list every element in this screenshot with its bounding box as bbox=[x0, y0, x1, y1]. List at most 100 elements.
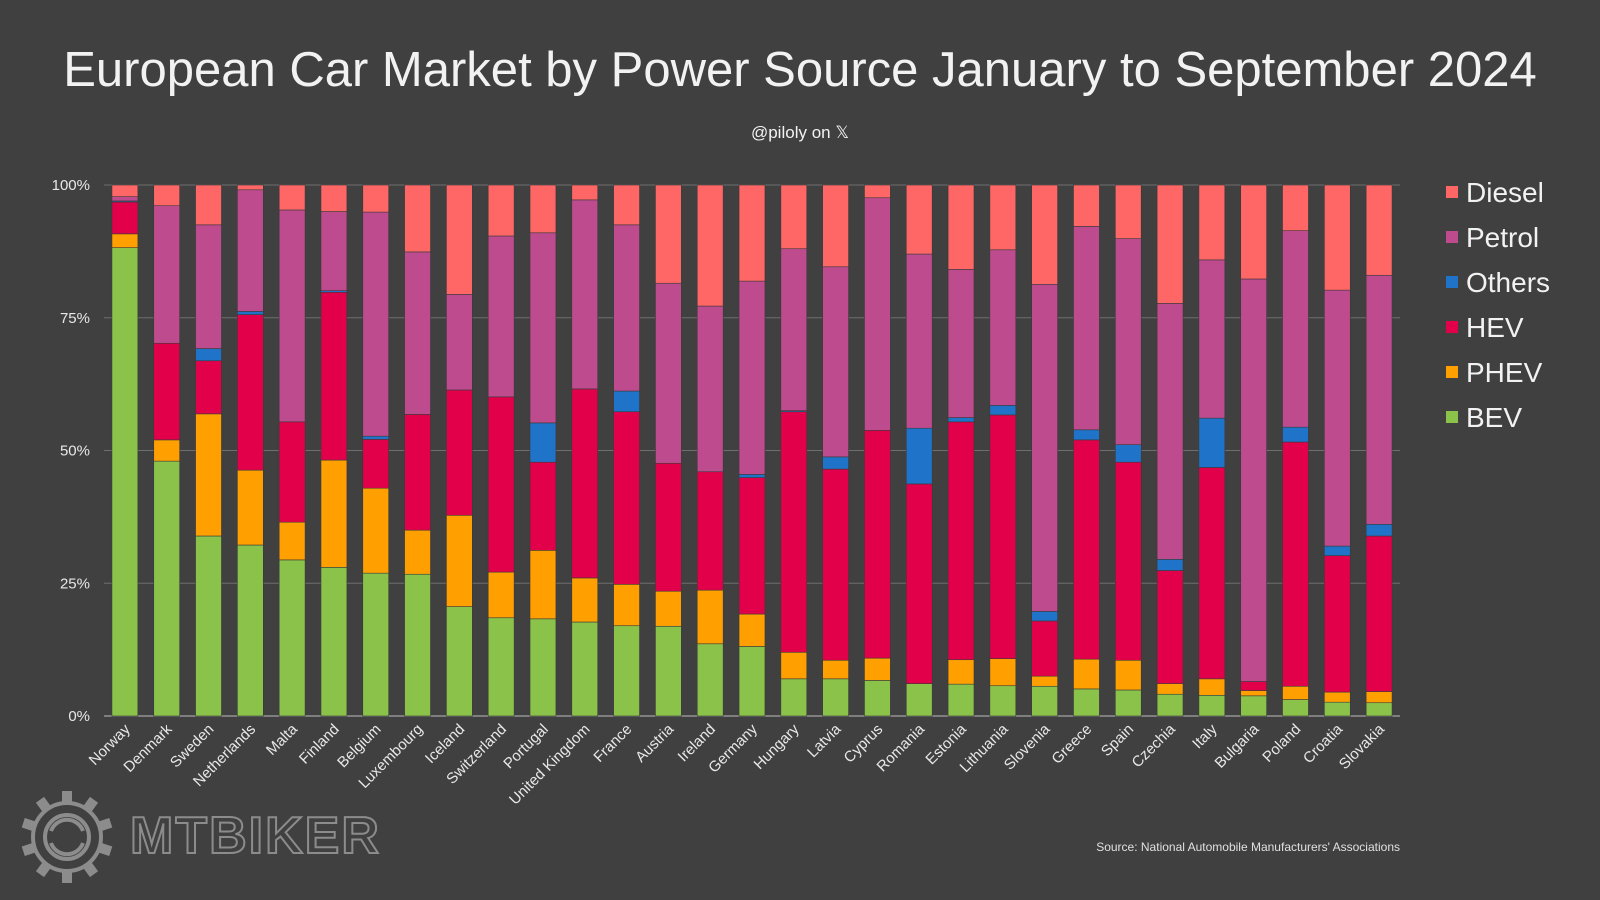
bar-segment-others-estonia bbox=[947, 417, 975, 423]
bar-segment-hev-austria bbox=[655, 462, 682, 592]
bar-segment-bev-united-kingdom bbox=[571, 621, 599, 717]
bar-segment-petrol-france bbox=[613, 224, 640, 392]
bar-segment-others-czechia bbox=[1156, 559, 1184, 571]
bar-segment-diesel-greece bbox=[1073, 184, 1100, 227]
bar-segment-diesel-slovenia bbox=[1031, 184, 1058, 285]
bar-segment-phev-luxembourg bbox=[404, 529, 431, 575]
bar-segment-others-portugal bbox=[529, 422, 557, 463]
legend-swatch-phev bbox=[1446, 366, 1458, 378]
bar-segment-bev-germany bbox=[738, 646, 766, 717]
legend-swatch-bev bbox=[1446, 411, 1458, 423]
bar-segment-bev-cyprus bbox=[864, 680, 891, 717]
bar-segment-hev-bulgaria bbox=[1240, 681, 1267, 691]
bar-segment-others-lithuania bbox=[989, 405, 1017, 416]
x-tick-label: Slovenia bbox=[1001, 720, 1054, 773]
bar-segment-bev-finland bbox=[320, 567, 348, 717]
x-tick-label: Austria bbox=[632, 720, 677, 765]
bar-segment-diesel-iceland bbox=[446, 184, 473, 295]
bar-segment-bev-poland bbox=[1282, 699, 1309, 717]
bar-segment-bev-austria bbox=[655, 625, 682, 717]
bar-segment-hev-norway bbox=[111, 201, 139, 235]
bar-segment-petrol-spain bbox=[1114, 238, 1142, 445]
bar-segment-petrol-malta bbox=[278, 209, 306, 423]
bar-segment-hev-switzerland bbox=[487, 396, 515, 573]
bar-segment-hev-finland bbox=[320, 291, 348, 461]
bar-segment-bev-belgium bbox=[362, 572, 390, 717]
bar-segment-hev-netherlands bbox=[237, 314, 264, 471]
bar-segment-others-netherlands bbox=[237, 311, 264, 315]
bar-segment-others-poland bbox=[1282, 426, 1309, 443]
bar-series bbox=[111, 184, 1393, 717]
bar-segment-diesel-cyprus bbox=[864, 184, 891, 199]
bar-segment-bev-slovakia bbox=[1365, 702, 1393, 717]
bar-segment-phev-norway bbox=[111, 233, 139, 248]
bar-segment-diesel-malta bbox=[278, 184, 306, 211]
legend: Diesel Petrol Others HEV PHEV BEV bbox=[1446, 177, 1550, 433]
bar-segment-diesel-sweden bbox=[195, 184, 222, 226]
bar-segment-diesel-lithuania bbox=[989, 184, 1017, 251]
bar-segment-bev-estonia bbox=[947, 683, 975, 717]
bar-segment-phev-netherlands bbox=[237, 469, 264, 546]
bar-segment-petrol-czechia bbox=[1156, 303, 1184, 560]
bar-segment-phev-sweden bbox=[195, 413, 222, 537]
bar-segment-phev-slovakia bbox=[1365, 691, 1393, 704]
bar-segment-phev-portugal bbox=[529, 550, 557, 620]
bar-segment-others-romania bbox=[905, 427, 933, 485]
bar-segment-diesel-italy bbox=[1198, 184, 1226, 261]
gear-tooth bbox=[82, 861, 99, 878]
legend-label-diesel: Diesel bbox=[1466, 177, 1544, 208]
bar-segment-petrol-belgium bbox=[362, 211, 390, 437]
bar-segment-bev-italy bbox=[1198, 694, 1226, 717]
bar-segment-phev-malta bbox=[278, 521, 306, 561]
bar-segment-phev-denmark bbox=[153, 439, 180, 462]
bar-segment-petrol-austria bbox=[655, 282, 682, 464]
gear-tooth bbox=[21, 818, 37, 832]
legend-label-hev: HEV bbox=[1466, 312, 1524, 343]
bar-segment-phev-finland bbox=[320, 459, 348, 568]
bar-segment-others-germany bbox=[738, 474, 766, 478]
bar-segment-petrol-croatia bbox=[1324, 289, 1351, 547]
x-tick-label: Malta bbox=[263, 720, 301, 758]
legend-label-bev: BEV bbox=[1466, 402, 1522, 433]
bar-segment-diesel-poland bbox=[1282, 184, 1309, 231]
gear-tooth bbox=[62, 871, 72, 883]
legend-label-others: Others bbox=[1466, 267, 1550, 298]
bar-segment-hev-germany bbox=[738, 477, 766, 615]
bar-segment-hev-cyprus bbox=[864, 430, 891, 659]
y-tick-label: 50% bbox=[60, 443, 90, 460]
bar-segment-hev-poland bbox=[1282, 441, 1309, 687]
bar-segment-diesel-luxembourg bbox=[404, 184, 431, 253]
bar-segment-phev-poland bbox=[1282, 685, 1309, 700]
bar-segment-diesel-germany bbox=[738, 184, 766, 282]
bar-segment-bev-iceland bbox=[446, 606, 473, 717]
legend-swatch-diesel bbox=[1446, 186, 1458, 198]
bar-segment-hev-denmark bbox=[153, 342, 180, 441]
bar-segment-diesel-slovakia bbox=[1365, 184, 1393, 276]
bar-segment-others-italy bbox=[1198, 417, 1226, 468]
bar-segment-hev-iceland bbox=[446, 389, 473, 516]
y-tick-label: 25% bbox=[60, 575, 90, 592]
gear-tooth bbox=[62, 791, 72, 803]
bar-segment-petrol-luxembourg bbox=[404, 251, 431, 415]
bar-segment-hev-france bbox=[613, 411, 640, 585]
x-tick-label: Italy bbox=[1189, 720, 1221, 752]
bar-segment-bev-sweden bbox=[195, 535, 222, 717]
bar-segment-phev-lithuania bbox=[989, 658, 1017, 687]
bar-segment-phev-czechia bbox=[1156, 683, 1184, 695]
x-tick-label: Spain bbox=[1098, 721, 1137, 760]
bar-segment-bev-switzerland bbox=[487, 617, 515, 717]
bar-segment-phev-france bbox=[613, 584, 640, 627]
bar-segment-diesel-portugal bbox=[529, 184, 557, 234]
bar-segment-diesel-united-kingdom bbox=[571, 184, 599, 201]
watermark-gear-icon bbox=[21, 791, 113, 883]
bar-segment-hev-spain bbox=[1114, 461, 1142, 661]
bar-segment-others-spain bbox=[1114, 444, 1142, 463]
x-tick-label: Czechia bbox=[1129, 720, 1180, 771]
bar-segment-bev-croatia bbox=[1324, 701, 1351, 717]
bar-segment-petrol-sweden bbox=[195, 224, 222, 349]
bar-segment-petrol-slovenia bbox=[1031, 283, 1058, 612]
bar-segment-diesel-austria bbox=[655, 184, 682, 284]
bar-segment-bev-portugal bbox=[529, 618, 557, 717]
bar-segment-hev-slovenia bbox=[1031, 620, 1058, 677]
bar-segment-petrol-greece bbox=[1073, 226, 1100, 431]
